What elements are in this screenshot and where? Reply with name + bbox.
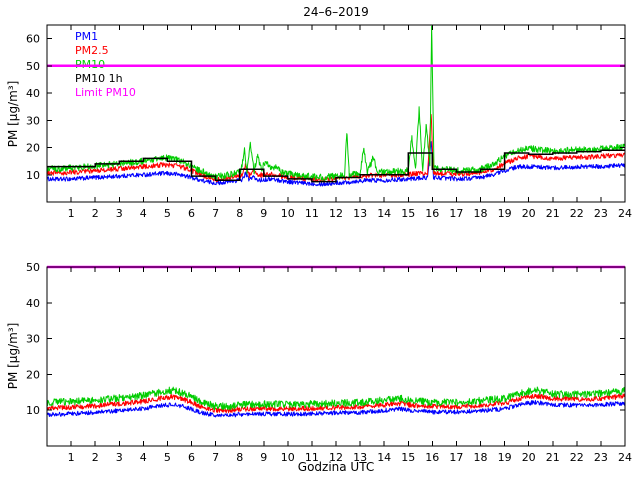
series-pm1	[47, 399, 625, 418]
x-tick-label: 16	[425, 451, 439, 464]
x-tick-label: 13	[353, 451, 367, 464]
x-tick-label: 5	[164, 451, 171, 464]
chart-title: 24–6–2019	[303, 5, 369, 19]
x-tick-label: 12	[329, 451, 343, 464]
x-tick-label: 8	[236, 451, 243, 464]
x-tick-label: 2	[92, 207, 99, 220]
x-tick-label: 20	[522, 207, 536, 220]
x-tick-label: 13	[353, 207, 367, 220]
x-tick-label: 8	[236, 207, 243, 220]
x-tick-label: 17	[449, 207, 463, 220]
x-tick-label: 21	[546, 207, 560, 220]
tick-marks	[47, 266, 626, 446]
x-tick-label: 11	[305, 207, 319, 220]
tick-marks	[47, 25, 626, 202]
x-tick-label: 19	[498, 207, 512, 220]
x-tick-label: 14	[377, 451, 391, 464]
x-tick-label: 23	[594, 207, 608, 220]
y-tick-label: 20	[26, 142, 40, 155]
series-pm10	[47, 25, 625, 181]
tick-labels: 1 2 3 4 5 6 7 8 9 10 11 12 13 14 15 16 17 18 19 20 21 22 23 241…	[26, 33, 632, 220]
series-pm2-5	[47, 393, 625, 414]
x-tick-label: 10	[281, 207, 295, 220]
y-tick-label: 10	[26, 404, 40, 417]
x-tick-label: 15	[401, 207, 415, 220]
x-tick-label: 2	[92, 451, 99, 464]
x-tick-label: 21	[546, 451, 560, 464]
x-tick-label: 24	[618, 207, 632, 220]
x-tick-label: 7	[212, 207, 219, 220]
legend-item-limit-pm10: Limit PM10	[75, 86, 136, 99]
legend: PM1 PM2.5 PM10 PM10 1h Limit PM10	[75, 30, 136, 100]
series-pm10	[47, 386, 625, 411]
x-tick-label: 23	[594, 451, 608, 464]
y-tick-label: 40	[26, 87, 40, 100]
y-tick-label: 10	[26, 169, 40, 182]
legend-item-pm1: PM1	[75, 30, 99, 43]
y-tick-label: 60	[26, 33, 40, 46]
x-tick-label: 1	[68, 207, 75, 220]
x-tick-label: 3	[116, 451, 123, 464]
x-axis-label: Godzina UTC	[297, 460, 375, 474]
x-tick-label: 14	[377, 207, 391, 220]
y-tick-label: 40	[26, 297, 40, 310]
x-tick-label: 4	[140, 451, 147, 464]
x-tick-label: 22	[570, 451, 584, 464]
legend-item-pm10-1h: PM10 1h	[75, 72, 123, 85]
x-tick-label: 6	[188, 451, 195, 464]
x-tick-label: 9	[260, 451, 267, 464]
y-tick-label: 30	[26, 114, 40, 127]
plot-area	[47, 25, 625, 187]
x-tick-label: 18	[474, 451, 488, 464]
x-tick-label: 10	[281, 451, 295, 464]
y-tick-label: 20	[26, 368, 40, 381]
x-tick-label: 12	[329, 207, 343, 220]
x-tick-label: 1	[68, 451, 75, 464]
x-tick-label: 5	[164, 207, 171, 220]
x-tick-label: 3	[116, 207, 123, 220]
y-tick-label: 30	[26, 333, 40, 346]
x-tick-label: 19	[498, 451, 512, 464]
x-tick-label: 9	[260, 207, 267, 220]
x-tick-label: 20	[522, 451, 536, 464]
legend-item-pm2-5: PM2.5	[75, 44, 109, 57]
x-tick-label: 4	[140, 207, 147, 220]
y-tick-label: 50	[26, 60, 40, 73]
x-tick-label: 16	[425, 207, 439, 220]
y-tick-label: 50	[26, 261, 40, 274]
x-tick-label: 18	[474, 207, 488, 220]
x-tick-label: 11	[305, 451, 319, 464]
x-tick-label: 6	[188, 207, 195, 220]
series-pm10-1h	[47, 149, 625, 183]
x-tick-label: 17	[449, 451, 463, 464]
x-tick-label: 15	[401, 451, 415, 464]
x-tick-label: 24	[618, 451, 632, 464]
tick-labels: 1 2 3 4 5 6 7 8 9 10 11 12 13 14 15 16 17 18 19 20 21 22 23 241…	[26, 261, 632, 464]
x-tick-label: 22	[570, 207, 584, 220]
legend-item-pm10: PM10	[75, 58, 106, 71]
axes-frame	[46, 266, 626, 447]
plot-area	[47, 265, 625, 418]
x-tick-label: 7	[212, 451, 219, 464]
